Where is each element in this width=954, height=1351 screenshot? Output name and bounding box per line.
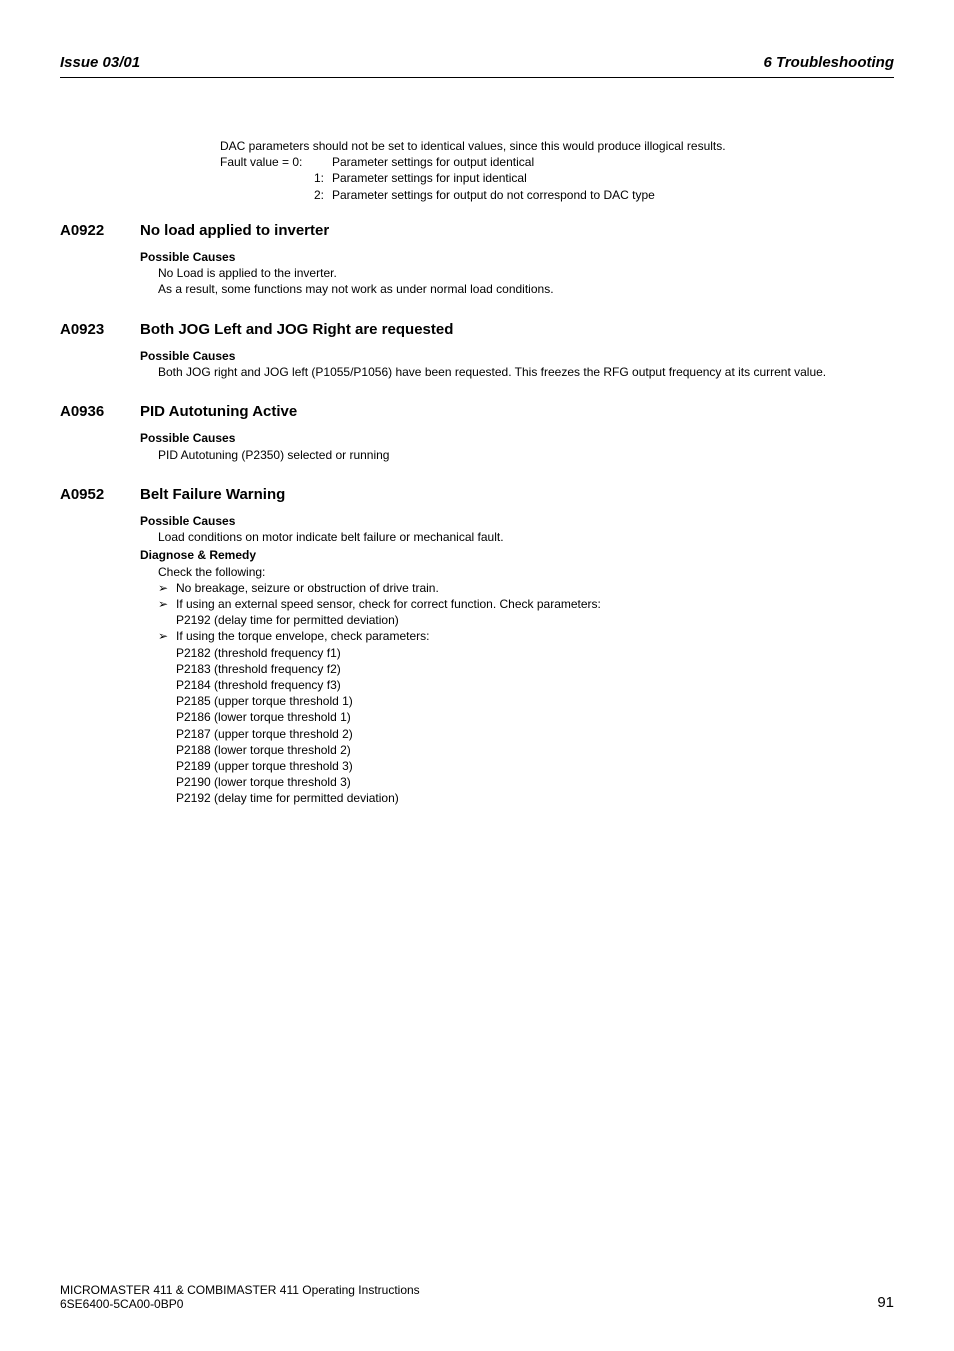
intro-line: DAC parameters should not be set to iden… — [220, 138, 894, 154]
footer-line2: 6SE6400-5CA00-0BP0 — [60, 1297, 420, 1311]
b3-s1: P2182 (threshold frequency f1) — [176, 645, 894, 661]
pc-l2-a0922: As a result, some functions may not work… — [158, 281, 894, 297]
content: DAC parameters should not be set to iden… — [140, 138, 894, 806]
pc-l1-a0922: No Load is applied to the inverter. — [158, 265, 894, 281]
b3-s3: P2184 (threshold frequency f3) — [176, 677, 894, 693]
fault-value-row-0: Fault value = 0: Parameter settings for … — [220, 154, 894, 170]
pc-head-a0923: Possible Causes — [140, 348, 894, 364]
page-header: Issue 03/01 6 Troubleshooting — [60, 54, 894, 78]
bullet-1-text: No breakage, seizure or obstruction of d… — [176, 580, 894, 596]
footer-line1: MICROMASTER 411 & COMBIMASTER 411 Operat… — [60, 1283, 420, 1297]
b3-s4: P2185 (upper torque threshold 1) — [176, 693, 894, 709]
page: Issue 03/01 6 Troubleshooting DAC parame… — [0, 0, 954, 1351]
title-a0952: Belt Failure Warning — [140, 485, 285, 505]
code-row-a0923: A0923 Both JOG Left and JOG Right are re… — [60, 320, 894, 340]
code-a0922: A0922 — [60, 221, 140, 241]
pc-l1-a0936: PID Autotuning (P2350) selected or runni… — [158, 447, 894, 463]
pc-l1-a0923: Both JOG right and JOG left (P1055/P1056… — [158, 364, 894, 380]
bullet-icon: ➢ — [158, 580, 176, 596]
b3-s9: P2190 (lower torque threshold 3) — [176, 774, 894, 790]
fault-label-1: 1: — [220, 170, 332, 186]
section-a0952: A0952 Belt Failure Warning Possible Caus… — [140, 485, 894, 807]
fault-value-row-1: 1: Parameter settings for input identica… — [220, 170, 894, 186]
title-a0936: PID Autotuning Active — [140, 402, 297, 422]
b3-s7: P2188 (lower torque threshold 2) — [176, 742, 894, 758]
fault-desc-1: Parameter settings for input identical — [332, 170, 894, 186]
b2-s1: P2192 (delay time for permitted deviatio… — [176, 612, 894, 628]
bullet-icon: ➢ — [158, 596, 176, 612]
dr-head-a0952: Diagnose & Remedy — [140, 547, 894, 563]
section-a0922: A0922 No load applied to inverter Possib… — [140, 221, 894, 298]
code-row-a0936: A0936 PID Autotuning Active — [60, 402, 894, 422]
dr-l1-a0952: Check the following: — [158, 564, 894, 580]
fault-label-2: 2: — [220, 187, 332, 203]
code-row-a0952: A0952 Belt Failure Warning — [60, 485, 894, 505]
pc-head-a0952: Possible Causes — [140, 513, 894, 529]
intro-block: DAC parameters should not be set to iden… — [220, 138, 894, 203]
section-a0923: A0923 Both JOG Left and JOG Right are re… — [140, 320, 894, 381]
b3-s8: P2189 (upper torque threshold 3) — [176, 758, 894, 774]
code-a0923: A0923 — [60, 320, 140, 340]
fault-value-row-2: 2: Parameter settings for output do not … — [220, 187, 894, 203]
page-footer: MICROMASTER 411 & COMBIMASTER 411 Operat… — [60, 1283, 894, 1311]
section-a0936: A0936 PID Autotuning Active Possible Cau… — [140, 402, 894, 463]
header-left: Issue 03/01 — [60, 54, 140, 71]
pc-head-a0936: Possible Causes — [140, 430, 894, 446]
bullet-3-text: If using the torque envelope, check para… — [176, 628, 894, 644]
bullet-1: ➢ No breakage, seizure or obstruction of… — [158, 580, 894, 596]
code-row-a0922: A0922 No load applied to inverter — [60, 221, 894, 241]
fault-label-0: Fault value = 0: — [220, 154, 332, 170]
bullet-2-text: If using an external speed sensor, check… — [176, 596, 894, 612]
title-a0922: No load applied to inverter — [140, 221, 329, 241]
fault-desc-2: Parameter settings for output do not cor… — [332, 187, 894, 203]
title-a0923: Both JOG Left and JOG Right are requeste… — [140, 320, 453, 340]
fault-desc-0: Parameter settings for output identical — [332, 154, 894, 170]
bullet-icon: ➢ — [158, 628, 176, 644]
footer-left: MICROMASTER 411 & COMBIMASTER 411 Operat… — [60, 1283, 420, 1311]
footer-page: 91 — [877, 1294, 894, 1311]
code-a0936: A0936 — [60, 402, 140, 422]
header-right: 6 Troubleshooting — [763, 54, 894, 71]
pc-l1-a0952: Load conditions on motor indicate belt f… — [158, 529, 894, 545]
b3-s6: P2187 (upper torque threshold 2) — [176, 726, 894, 742]
b3-s10: P2192 (delay time for permitted deviatio… — [176, 790, 894, 806]
code-a0952: A0952 — [60, 485, 140, 505]
b3-s5: P2186 (lower torque threshold 1) — [176, 709, 894, 725]
b3-s2: P2183 (threshold frequency f2) — [176, 661, 894, 677]
bullet-3: ➢ If using the torque envelope, check pa… — [158, 628, 894, 644]
pc-head-a0922: Possible Causes — [140, 249, 894, 265]
bullet-2: ➢ If using an external speed sensor, che… — [158, 596, 894, 612]
